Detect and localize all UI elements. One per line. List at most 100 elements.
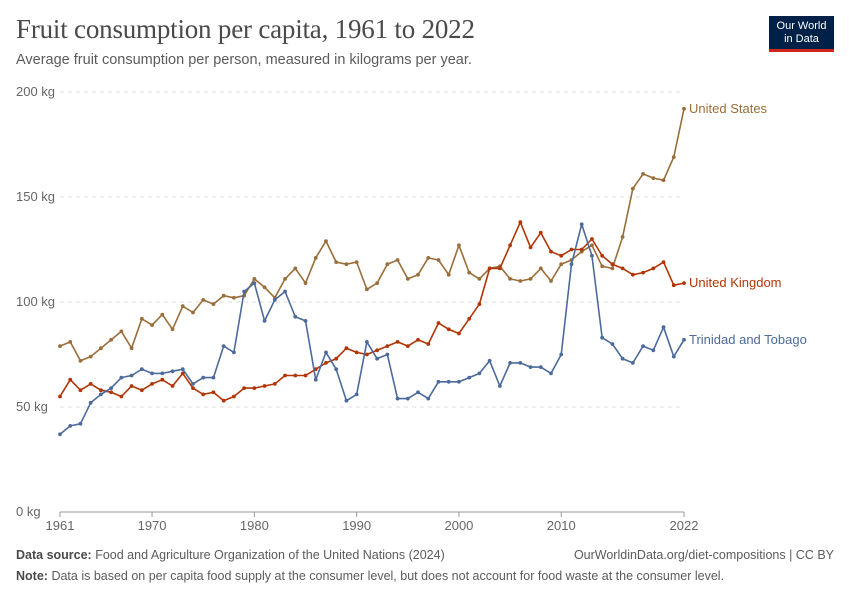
data-point (272, 382, 277, 386)
note-text: Data is based on per capita food supply … (51, 569, 725, 583)
data-point (508, 277, 512, 281)
y-tick-label: 50 kg (16, 399, 48, 414)
data-point (180, 304, 185, 309)
data-point (641, 172, 645, 176)
data-point (590, 237, 594, 241)
gridlines (60, 91, 684, 408)
data-point (252, 277, 257, 281)
data-point (324, 350, 328, 355)
data-point (682, 106, 686, 111)
data-point (99, 346, 103, 351)
data-point (467, 270, 472, 275)
data-point (682, 281, 686, 285)
data-point (518, 361, 523, 365)
data-point (232, 295, 236, 300)
data-point (180, 371, 185, 376)
data-point (324, 361, 328, 365)
data-point (436, 321, 441, 325)
data-point (150, 382, 154, 386)
data-point (457, 331, 461, 336)
y-tick-label: 100 kg (16, 294, 55, 309)
data-point (293, 266, 298, 271)
data-point (191, 382, 195, 386)
data-point (477, 371, 482, 376)
data-point (457, 243, 461, 248)
data-point (569, 262, 574, 267)
data-point (528, 365, 533, 369)
x-tick-label: 2010 (547, 518, 576, 533)
data-point (262, 384, 267, 388)
chart-note: Note: Data is based on per capita food s… (16, 569, 724, 583)
note-label: Note: (16, 569, 48, 583)
data-point (283, 289, 287, 294)
data-point (641, 344, 645, 348)
data-point (497, 266, 502, 271)
data-point (313, 377, 318, 382)
data-point (242, 289, 247, 294)
data-point (446, 327, 451, 332)
axes: 0 kg 50 kg 100 kg 150 kg 200 kg 1961 1970 1980 1… (16, 84, 698, 533)
data-point (508, 243, 512, 248)
data-point (88, 400, 93, 405)
data-point (88, 382, 93, 386)
data-point (252, 386, 257, 390)
data-point (344, 262, 349, 267)
x-tick-label: 1980 (240, 518, 269, 533)
data-point (671, 354, 676, 359)
data-point (620, 266, 625, 271)
data-point (508, 361, 512, 365)
series-label[interactable]: United States (689, 101, 768, 116)
data-point (559, 253, 564, 258)
data-point (344, 346, 349, 351)
y-tick-label: 150 kg (16, 189, 55, 204)
data-point (160, 377, 165, 382)
data-point (334, 260, 339, 264)
data-point (426, 256, 431, 260)
data-point (385, 262, 390, 267)
data-point (334, 356, 339, 361)
data-point (416, 390, 420, 395)
data-point (405, 277, 410, 281)
data-point (538, 230, 543, 235)
url-license[interactable]: OurWorldinData.org/diet-compositions | C… (573, 548, 834, 562)
logo-line-2: in Data (784, 33, 819, 45)
data-point (446, 272, 451, 277)
data-point (324, 239, 328, 244)
data-point (99, 388, 103, 393)
data-point (375, 281, 380, 285)
data-point (283, 373, 287, 378)
x-tick-label: 2000 (444, 518, 473, 533)
data-point (467, 316, 472, 321)
data-point (170, 384, 175, 388)
data-point (375, 348, 380, 353)
data-point (170, 369, 175, 374)
data-point (620, 235, 625, 239)
data-point (549, 249, 553, 254)
series-label[interactable]: Trinidad and Tobago (689, 332, 807, 347)
data-point (436, 258, 441, 262)
data-point (262, 285, 267, 290)
data-point (293, 373, 298, 378)
data-point (364, 340, 369, 344)
series-line[interactable] (59, 108, 685, 362)
data-point (58, 432, 62, 437)
y-tick-label: 200 kg (16, 84, 55, 99)
data-point (252, 281, 257, 285)
x-tick-label: 2022 (670, 518, 699, 533)
data-point (559, 352, 564, 357)
data-point (334, 367, 339, 372)
data-point (119, 329, 124, 334)
data-point (395, 258, 400, 262)
x-tick-label: 1970 (138, 518, 167, 533)
data-point (109, 390, 114, 395)
owid-logo[interactable]: Our World in Data (769, 16, 834, 52)
data-point (405, 344, 410, 348)
data-point (119, 394, 124, 399)
data-point (651, 176, 656, 181)
data-point (426, 342, 431, 346)
series-label[interactable]: United Kingdom (689, 275, 782, 290)
data-point (354, 392, 359, 397)
data-point (272, 298, 277, 302)
data-point (78, 388, 83, 393)
data-point (129, 384, 134, 388)
